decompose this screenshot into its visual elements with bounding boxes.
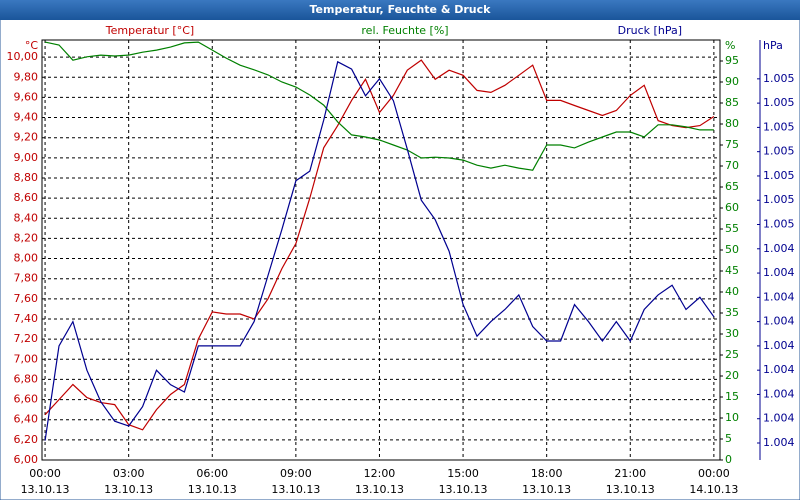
y-tick-label: 6,40 [14,413,39,426]
y-tick-label: 6,80 [14,372,39,385]
y2-tick-label: 30 [725,327,739,340]
x-tick-date: 13.10.13 [188,483,237,496]
x-tick-label: 15:00 [447,467,479,480]
y3-tick-label: 1.005 [763,120,795,133]
y2-tick-label: 15 [725,390,739,403]
series-line [44,41,714,171]
y3-tick-label: 1.004 [763,436,795,449]
y2-tick-label: 65 [725,180,739,193]
y2-tick-label: 50 [725,243,739,256]
y3-tick-label: 1.005 [763,218,795,231]
y3-tick-label: 1.005 [763,145,795,158]
x-tick-date: 13.10.13 [522,483,571,496]
y-tick-label: 8,40 [14,211,39,224]
y3-tick-label: 1.004 [763,315,795,328]
y2-tick-label: 60 [725,201,739,214]
y2-tick-label: 35 [725,306,739,319]
series-line [44,60,715,441]
y2-tick-label: 40 [725,285,739,298]
y-tick-label: 7,60 [14,292,39,305]
y-tick-label: 9,80 [14,70,39,83]
y-tick-label: 7,80 [14,272,39,285]
x-tick-label: 00:00 [698,467,730,480]
plot-frame [41,39,721,461]
x-tick-label: 18:00 [531,467,563,480]
y2-unit: % [725,39,735,52]
y-title: Temperatur [°C] [105,24,194,37]
y3-tick-label: 1.004 [763,266,795,279]
series-line [44,59,715,431]
y2-title: rel. Feuchte [%] [361,24,448,37]
y3-tick-label: 1.004 [763,290,795,303]
y3-tick-label: 1.004 [763,387,795,400]
y3-unit: hPa [763,39,783,52]
y2-tick-label: 55 [725,222,739,235]
y3-tick-label: 1.005 [763,72,795,85]
y2-tick-label: 90 [725,75,739,88]
y-tick-label: 6,20 [14,433,39,446]
y-tick-label: 9,40 [14,111,39,124]
y3-title: Druck [hPa] [618,24,682,37]
y-tick-label: 8,80 [14,171,39,184]
y-tick-label: 9,60 [14,90,39,103]
y-tick-label: 8,20 [14,231,39,244]
y-tick-label: 8,00 [14,252,39,265]
y2-tick-label: 45 [725,264,739,277]
y-tick-label: 7,00 [14,352,39,365]
y-tick-label: 6,00 [14,453,39,466]
x-tick-label: 09:00 [280,467,312,480]
y-tick-label: 9,20 [14,131,39,144]
x-tick-date: 13.10.13 [606,483,655,496]
x-tick-date: 13.10.13 [355,483,404,496]
y3-tick-label: 1.005 [763,193,795,206]
y3-tick-label: 1.004 [763,242,795,255]
y-tick-label: 9,00 [14,151,39,164]
y2-tick-label: 95 [725,54,739,67]
x-tick-date: 13.10.13 [104,483,153,496]
title-bar [0,0,800,20]
y3-tick-label: 1.004 [763,412,795,425]
y2-tick-label: 25 [725,348,739,361]
y-tick-label: 10,00 [7,50,39,63]
y2-tick-label: 5 [725,432,732,445]
y3-tick-label: 1.004 [763,339,795,352]
y3-tick-label: 1.005 [763,169,795,182]
x-tick-date: 13.10.13 [21,483,70,496]
x-tick-label: 06:00 [196,467,228,480]
y-tick-label: 8,60 [14,191,39,204]
x-tick-date: 13.10.13 [271,483,320,496]
y2-tick-label: 80 [725,117,739,130]
y-tick-label: 7,20 [14,332,39,345]
x-tick-label: 12:00 [364,467,396,480]
chart-title: Temperatur, Feuchte & Druck [310,3,492,16]
y-tick-label: 7,40 [14,312,39,325]
x-tick-label: 00:00 [29,467,61,480]
x-tick-date: 13.10.13 [439,483,488,496]
y2-tick-label: 85 [725,96,739,109]
y2-tick-label: 75 [725,138,739,151]
y3-tick-label: 1.005 [763,96,795,109]
y3-tick-label: 1.004 [763,363,795,376]
x-tick-label: 21:00 [614,467,646,480]
y2-tick-label: 0 [725,453,732,466]
x-tick-date: 14.10.13 [689,483,738,496]
y-unit: °C [25,39,39,52]
y-tick-label: 6,60 [14,393,39,406]
y2-tick-label: 20 [725,369,739,382]
x-tick-label: 03:00 [113,467,145,480]
y2-tick-label: 70 [725,159,739,172]
y2-tick-label: 10 [725,411,739,424]
